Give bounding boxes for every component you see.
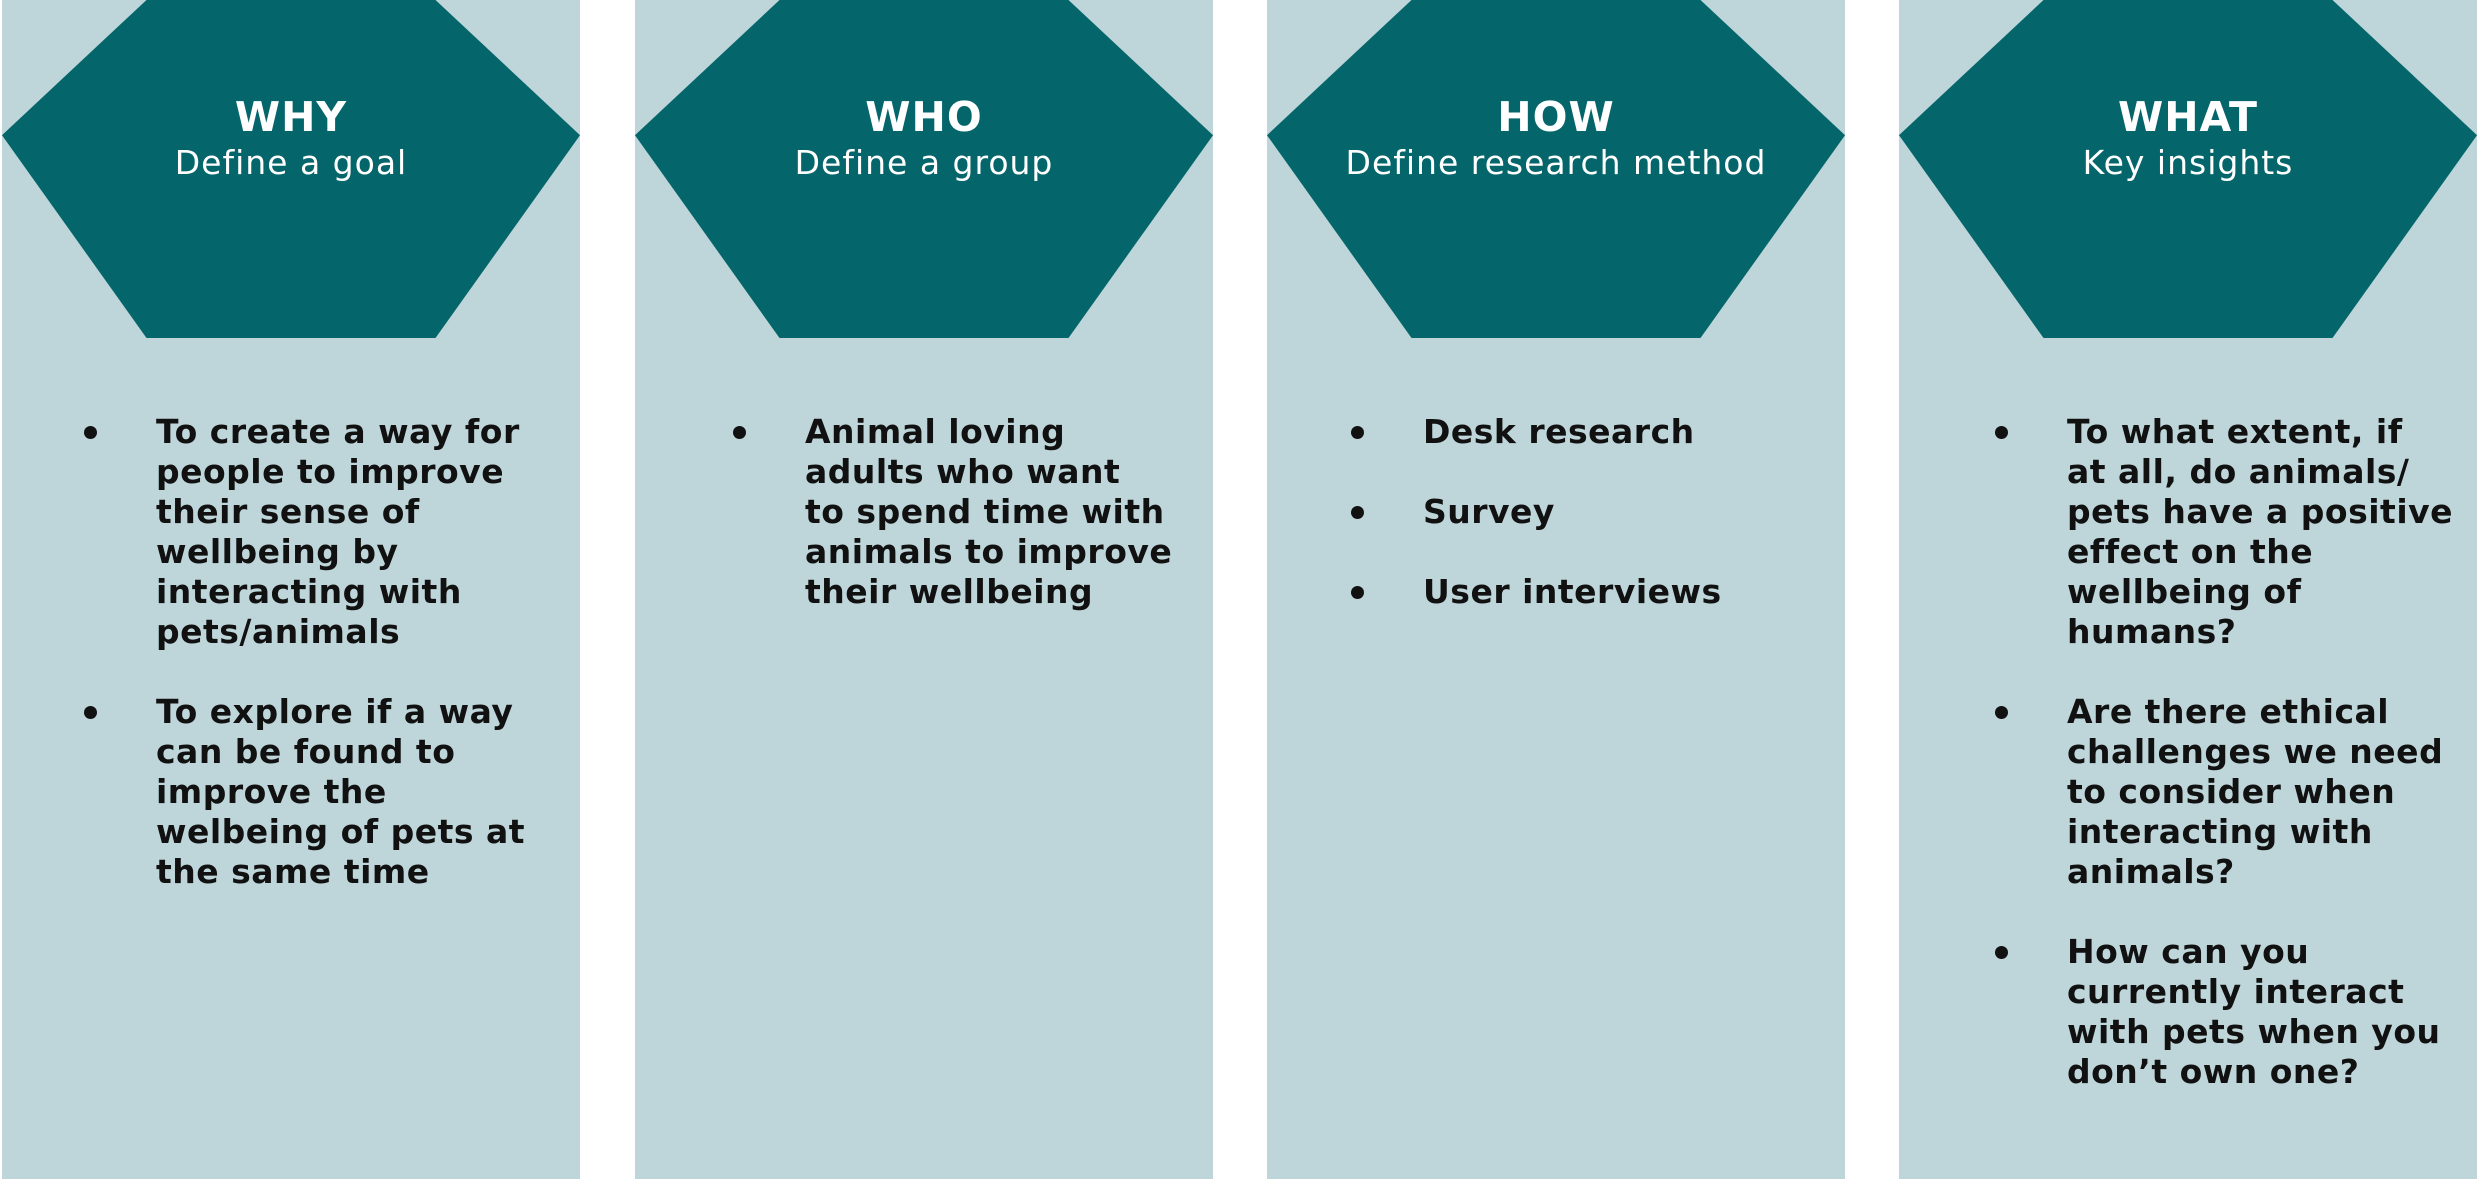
item-line: To explore if a way (156, 692, 514, 731)
item-line: welbeing of pets at (156, 812, 526, 851)
column-subtitle: Define a group (794, 143, 1054, 182)
item-line: with pets when you (2067, 1012, 2441, 1051)
column-subtitle: Key insights (2082, 143, 2294, 182)
bullet-item: Desk research (1347, 412, 1827, 452)
header-text: WHAT Key insights (1899, 92, 2477, 184)
bullet-dot (1995, 946, 2008, 959)
bullet-dot (1995, 426, 2008, 439)
item-line: wellbeing by (156, 532, 399, 571)
item-line: humans? (2067, 612, 2237, 651)
item-line: challenges we need (2067, 732, 2444, 771)
column-how: HOW Define research method Desk research… (1267, 0, 1845, 1179)
item-line: interacting with (156, 572, 462, 611)
bullet-dot (1995, 706, 2008, 719)
bullet-item: Animal loving adults who want to spend t… (729, 412, 1199, 612)
bullet-item: How can you currently interact with pets… (1991, 932, 2461, 1092)
item-line: animals to improve (805, 532, 1173, 571)
column-subtitle: Define a goal (174, 143, 408, 182)
column-title: WHAT (2117, 93, 2259, 141)
header-text: HOW Define research method (1267, 92, 1845, 184)
item-line: their wellbeing (805, 572, 1094, 611)
column-subtitle: Define research method (1345, 143, 1767, 182)
item-line: Animal loving (805, 412, 1066, 451)
bullet-item: Survey (1347, 492, 1827, 532)
header-text: WHY Define a goal (2, 92, 580, 184)
bullet-dot (1351, 506, 1364, 519)
item-line: at all, do animals/ (2067, 452, 2410, 491)
bullet-item: To explore if a way can be found to impr… (80, 692, 550, 892)
item-line: people to improve (156, 452, 505, 491)
column-what: WHAT Key insights To what extent, if at … (1899, 0, 2477, 1179)
column-who: WHO Define a group Animal loving adults … (635, 0, 1213, 1179)
item-line: don’t own one? (2067, 1052, 2360, 1091)
item-line: wellbeing of (2067, 572, 2302, 611)
item-line: improve the (156, 772, 387, 811)
item-line: interacting with (2067, 812, 2373, 851)
item-line: the same time (156, 852, 430, 891)
item-line: Survey (1423, 492, 1555, 531)
column-why: WHY Define a goal To create a way for pe… (2, 0, 580, 1179)
bullet-list: To create a way for people to improve th… (80, 412, 550, 932)
item-line: Are there ethical (2067, 692, 2390, 731)
item-line: to consider when (2067, 772, 2396, 811)
item-line: Desk research (1423, 412, 1695, 451)
column-title: WHO (865, 93, 983, 141)
item-line: their sense of (156, 492, 420, 531)
header-text: WHO Define a group (635, 92, 1213, 184)
bullet-list: Desk research Survey User interviews (1347, 412, 1827, 652)
item-line: can be found to (156, 732, 456, 771)
bullet-dot (84, 706, 97, 719)
column-title: WHY (234, 93, 348, 141)
bullet-item: User interviews (1347, 572, 1827, 612)
item-line: effect on the (2067, 532, 2314, 571)
item-line: to spend time with (805, 492, 1165, 531)
bullet-dot (84, 426, 97, 439)
column-title: HOW (1497, 93, 1615, 141)
bullet-dot (1351, 586, 1364, 599)
item-line: adults who want (805, 452, 1121, 491)
item-line: How can you (2067, 932, 2310, 971)
item-line: animals? (2067, 852, 2235, 891)
bullet-list: Animal loving adults who want to spend t… (729, 412, 1199, 652)
item-line: pets/animals (156, 612, 401, 651)
bullet-item: To what extent, if at all, do animals/ p… (1991, 412, 2461, 652)
bullet-item: Are there ethical challenges we need to … (1991, 692, 2461, 892)
bullet-dot (1351, 426, 1364, 439)
bullet-list: To what extent, if at all, do animals/ p… (1991, 412, 2461, 1132)
bullet-item: To create a way for people to improve th… (80, 412, 550, 652)
item-line: pets have a positive (2067, 492, 2454, 531)
item-line: User interviews (1423, 572, 1722, 611)
item-line: To what extent, if (2067, 412, 2403, 451)
bullet-dot (733, 426, 746, 439)
item-line: currently interact (2067, 972, 2405, 1011)
item-line: To create a way for (156, 412, 520, 451)
